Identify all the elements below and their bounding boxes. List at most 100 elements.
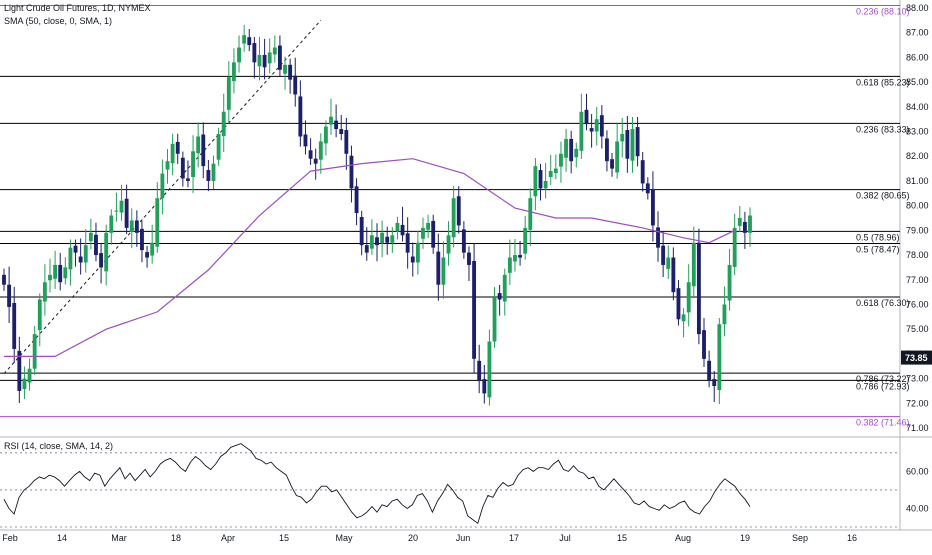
candle [564, 128, 568, 172]
candle-body [145, 252, 149, 258]
candle [329, 98, 333, 135]
candle [2, 268, 6, 291]
candle [620, 117, 625, 158]
candle-body [482, 379, 487, 394]
candle [109, 209, 114, 245]
candle [196, 122, 201, 168]
candle-body [109, 215, 114, 233]
candle [277, 35, 282, 76]
candle [421, 217, 425, 249]
candle [48, 258, 52, 293]
candle [94, 222, 98, 262]
candle-body [17, 350, 22, 391]
fib-label: 0.786 (72.93) [856, 381, 910, 391]
time-tick-label: Feb [2, 533, 18, 543]
candle [221, 93, 226, 153]
candle [605, 130, 609, 172]
candle-body [513, 255, 517, 262]
candle [124, 184, 129, 235]
candle-body [303, 134, 308, 147]
candle [119, 184, 124, 221]
candle [456, 186, 461, 234]
candle-body [559, 153, 563, 167]
candle [732, 213, 737, 276]
candle [267, 38, 272, 74]
candle [441, 241, 446, 299]
price-axis: 88.00 87.00 86.00 85.00 84.00 83.00 82.00 81.00… [901, 3, 932, 433]
time-tick-label: Sep [792, 533, 808, 543]
candle-body [349, 155, 354, 189]
candle-body [134, 220, 139, 233]
candle-body [155, 198, 160, 247]
candle [686, 264, 691, 327]
candle [73, 239, 78, 267]
candles [2, 25, 752, 406]
candle-body [226, 77, 231, 110]
candle-body [717, 324, 722, 390]
candle-body [73, 245, 78, 253]
candle [523, 215, 528, 260]
candle [446, 221, 451, 266]
fib-label: 0.618 (76.30) [856, 298, 910, 308]
candle [201, 122, 206, 179]
candle [364, 227, 369, 261]
candle [17, 336, 22, 404]
candle [58, 252, 63, 291]
sma-polyline [4, 158, 735, 357]
candle-body [569, 138, 574, 162]
candle [150, 224, 155, 264]
candle-body [37, 299, 42, 331]
candle [461, 221, 466, 259]
candle [226, 61, 231, 124]
candle-body [727, 264, 732, 301]
candle [288, 58, 293, 94]
candle [237, 35, 241, 73]
candle-body [502, 274, 507, 302]
candle-body [277, 45, 282, 70]
candle [385, 226, 390, 255]
candle [334, 104, 339, 138]
candle-body [722, 304, 727, 325]
candle-body [262, 54, 267, 68]
candle [507, 239, 512, 285]
fib-label: 0.236 (83.33) [856, 124, 910, 134]
candle-body [599, 115, 604, 137]
candle-body [354, 186, 359, 214]
time-tick-label: 18 [171, 533, 181, 543]
candle [640, 152, 645, 192]
candle [140, 220, 144, 263]
candle-body [528, 198, 533, 230]
candle [702, 318, 706, 367]
price-tick-label: 76.00 [906, 299, 929, 309]
candle-body [94, 234, 98, 256]
time-tick-label: 20 [408, 533, 418, 543]
candle-body [298, 96, 303, 137]
candle [696, 228, 701, 345]
candle [175, 133, 180, 164]
candle [615, 123, 620, 179]
candle [410, 242, 415, 277]
candle-body [232, 62, 236, 82]
candle-body [323, 126, 328, 144]
candle [426, 214, 431, 239]
time-tick-label: Jun [456, 533, 471, 543]
candle-body [150, 242, 155, 256]
rsi-line [3, 443, 751, 525]
candle-body [410, 256, 415, 263]
fib-label: 0.5 (78.96) [856, 232, 900, 242]
candle-body [288, 64, 293, 80]
candle-body [681, 314, 686, 322]
candle [589, 113, 594, 148]
candle [676, 280, 681, 326]
candle-body [83, 245, 88, 263]
candle [78, 238, 83, 275]
fib-label: 0.5 (78.47) [856, 244, 900, 254]
candle [707, 350, 712, 388]
candle-body [712, 379, 717, 386]
candle-body [104, 232, 109, 272]
candle-body [42, 282, 47, 302]
candle [451, 186, 456, 248]
candle [83, 229, 88, 273]
